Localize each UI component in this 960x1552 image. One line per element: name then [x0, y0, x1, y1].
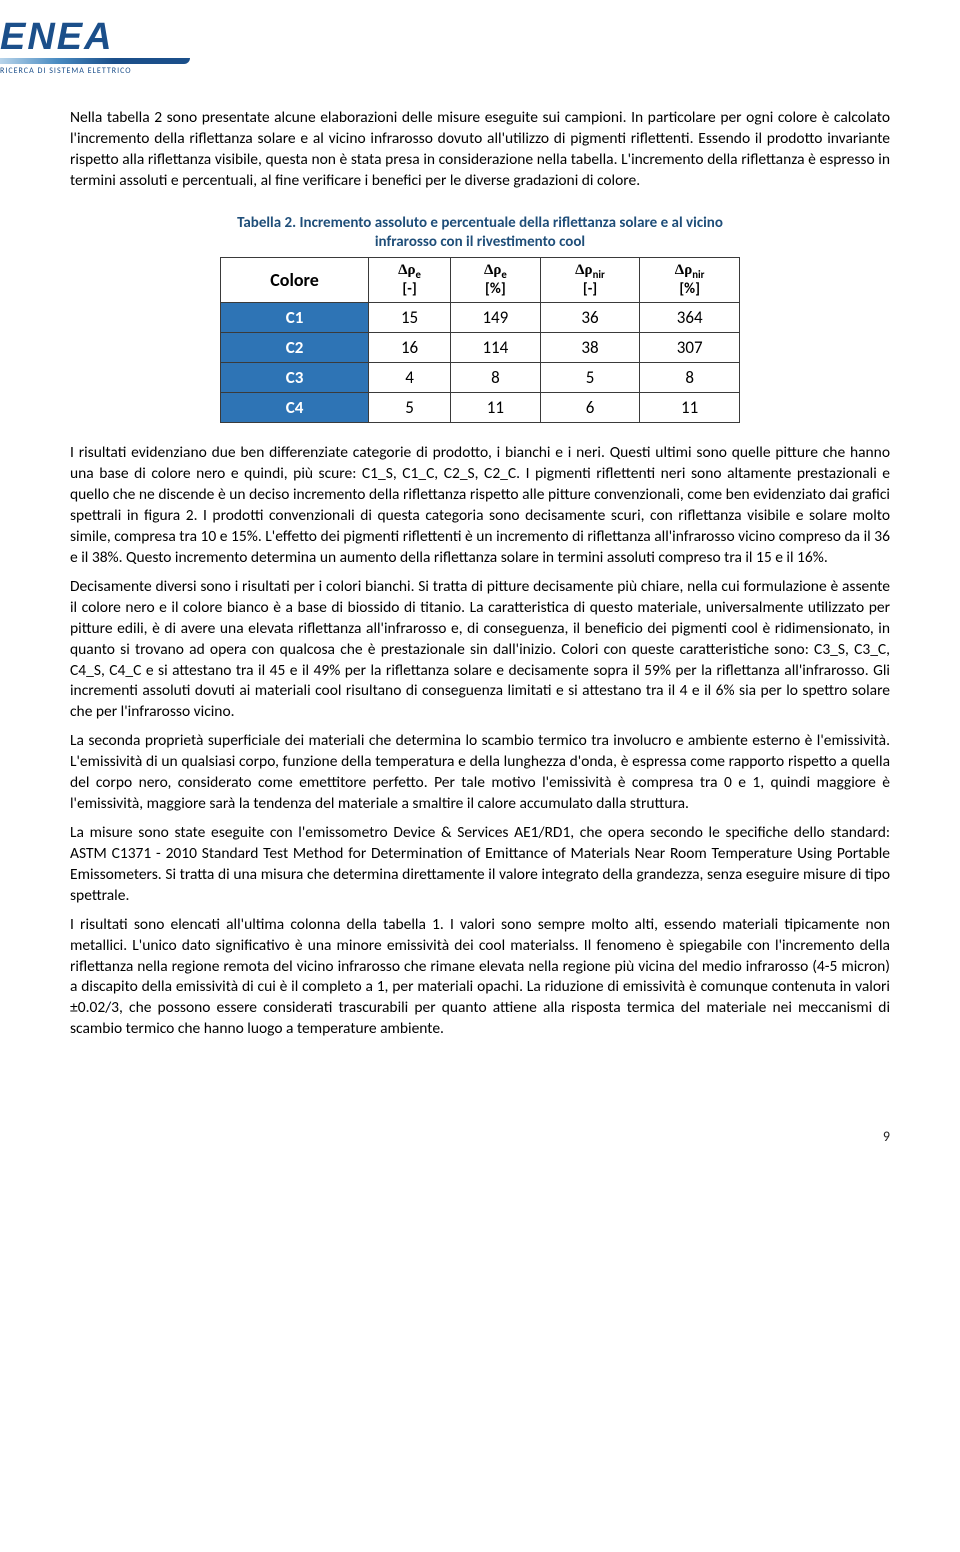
logo-swoosh — [0, 58, 190, 64]
cell: 11 — [640, 393, 740, 423]
logo-subtitle: RICERCA DI SISTEMA ELETTRICO — [0, 66, 190, 76]
cell: 5 — [540, 363, 640, 393]
cell: 364 — [640, 303, 740, 333]
cell: 8 — [640, 363, 740, 393]
row-label-c2: C2 — [221, 333, 369, 363]
cell: 149 — [451, 303, 541, 333]
paragraph-4: La seconda proprietà superficiale dei ma… — [70, 731, 890, 815]
table-row: C1 15 149 36 364 — [221, 303, 740, 333]
paragraph-1: Nella tabella 2 sono presentate alcune e… — [70, 108, 890, 192]
cell: 11 — [451, 393, 541, 423]
table2-caption: Tabella 2. Incremento assoluto e percent… — [220, 214, 740, 253]
col-dre-pct: Δρe [%] — [451, 257, 541, 303]
col-drnir-abs-unit: [-] — [583, 280, 597, 298]
cell: 8 — [451, 363, 541, 393]
table2-wrap: Tabella 2. Incremento assoluto e percent… — [220, 214, 740, 424]
table2-header-row: Colore Δρe [-] Δρe [%] Δρnir [-] Δρnir — [221, 257, 740, 303]
table-row: C4 5 11 6 11 — [221, 393, 740, 423]
col-drnir-abs: Δρnir [-] — [540, 257, 640, 303]
paragraph-2: I risultati evidenziano due ben differen… — [70, 443, 890, 569]
col-dre-abs-unit: [-] — [402, 280, 416, 298]
cell: 307 — [640, 333, 740, 363]
header-logo-region: ENEA RICERCA DI SISTEMA ELETTRICO — [0, 0, 960, 108]
cell: 4 — [369, 363, 451, 393]
col-drnir-pct-unit: [%] — [679, 280, 700, 298]
row-label-c4: C4 — [221, 393, 369, 423]
table-row: C2 16 114 38 307 — [221, 333, 740, 363]
cell: 16 — [369, 333, 451, 363]
cell: 114 — [451, 333, 541, 363]
logo-brand-text: ENEA — [0, 18, 190, 56]
paragraph-5: La misure sono state eseguite con l'emis… — [70, 823, 890, 907]
col-colore: Colore — [221, 257, 369, 303]
cell: 38 — [540, 333, 640, 363]
table2: Colore Δρe [-] Δρe [%] Δρnir [-] Δρnir — [220, 257, 740, 424]
cell: 36 — [540, 303, 640, 333]
cell: 15 — [369, 303, 451, 333]
table-row: C3 4 8 5 8 — [221, 363, 740, 393]
paragraph-6: I risultati sono elencati all'ultima col… — [70, 915, 890, 1041]
col-dre-abs: Δρe [-] — [369, 257, 451, 303]
page-body: Nella tabella 2 sono presentate alcune e… — [0, 108, 960, 1088]
enea-logo: ENEA RICERCA DI SISTEMA ELETTRICO — [0, 18, 190, 76]
row-label-c1: C1 — [221, 303, 369, 333]
cell: 6 — [540, 393, 640, 423]
col-drnir-pct: Δρnir [%] — [640, 257, 740, 303]
paragraph-3: Decisamente diversi sono i risultati per… — [70, 577, 890, 723]
cell: 5 — [369, 393, 451, 423]
page-number: 9 — [0, 1088, 960, 1165]
row-label-c3: C3 — [221, 363, 369, 393]
col-dre-pct-unit: [%] — [485, 280, 506, 298]
